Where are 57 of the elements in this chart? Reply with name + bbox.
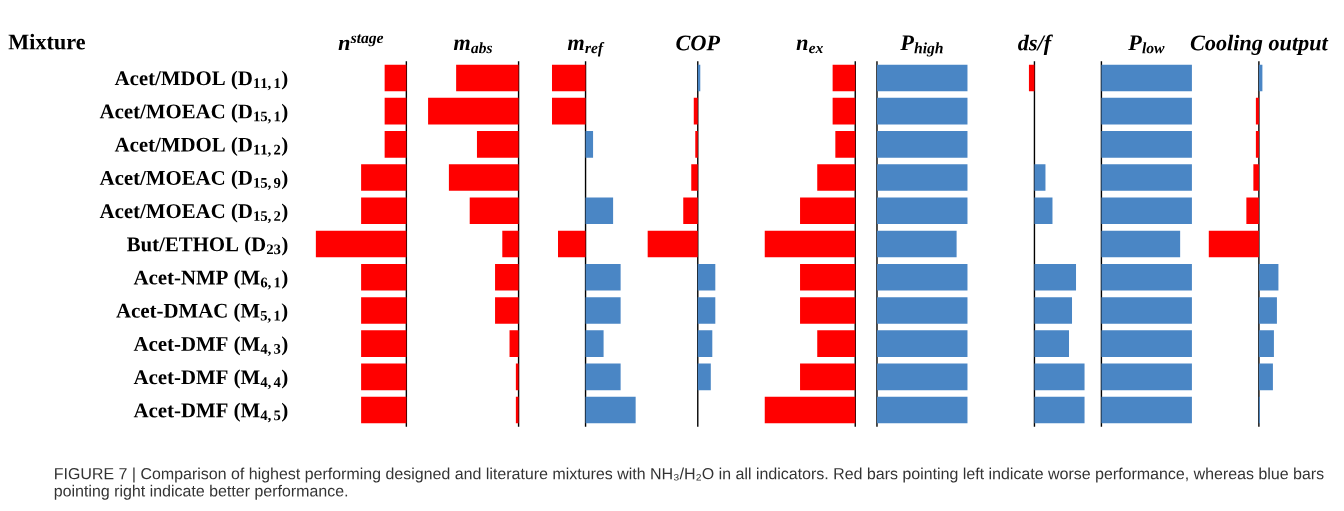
bar bbox=[1253, 164, 1259, 191]
y-tick-label: Acet-DMAC (M$_{5,1}$) bbox=[116, 303, 288, 323]
bar bbox=[1258, 263, 1279, 291]
bar bbox=[1258, 297, 1277, 324]
bar bbox=[585, 330, 604, 357]
chart-title: m$_{ref}$ bbox=[567, 39, 605, 57]
y-tick-label: Acet/MDOL (D$_{11,2}$) bbox=[114, 137, 288, 157]
bar bbox=[697, 330, 713, 357]
y-tick-label: Acet-NMP (M$_{6,1}$) bbox=[133, 269, 288, 290]
bar bbox=[1034, 297, 1073, 324]
bar bbox=[691, 164, 698, 191]
bar bbox=[693, 97, 698, 125]
bar bbox=[585, 197, 614, 225]
bar bbox=[1034, 263, 1077, 291]
bar bbox=[551, 64, 586, 92]
chart-title: COP bbox=[676, 35, 721, 51]
chart-title: n$^{stage}$ bbox=[338, 34, 384, 51]
chart-title: ds/f bbox=[1018, 34, 1053, 55]
chart-title: P$_{high}$ bbox=[900, 35, 943, 57]
y-tick-label: Acet/MOEAC (D$_{15,1}$) bbox=[99, 103, 288, 124]
y-tick-label: Acet/MDOL (D$_{11,1}$) bbox=[114, 70, 288, 91]
chart-title: n$_{ex}$ bbox=[796, 39, 823, 54]
bar bbox=[1034, 164, 1046, 191]
y-tick-label: Acet-DMF (M$_{4,3}$) bbox=[133, 336, 288, 356]
chart-title: Cooling output bbox=[1190, 34, 1329, 55]
bar bbox=[585, 131, 594, 158]
bar bbox=[1255, 131, 1259, 158]
chart-title: P$_{low}$ bbox=[1128, 35, 1165, 54]
chart-title: m$_{abs}$ bbox=[453, 39, 493, 54]
bar bbox=[585, 263, 621, 291]
bar bbox=[585, 297, 621, 324]
bar bbox=[683, 197, 698, 225]
bar bbox=[551, 97, 586, 125]
bar bbox=[697, 263, 716, 291]
bar bbox=[697, 297, 716, 324]
y-tick-label: Acet-DMF (M$_{4,4}$) bbox=[133, 369, 288, 390]
bar bbox=[585, 363, 621, 391]
bar bbox=[1208, 230, 1259, 258]
bar bbox=[558, 230, 586, 258]
y-tick-label: Acet-DMF (M$_{4,5}$) bbox=[133, 402, 288, 423]
bar bbox=[1034, 330, 1070, 357]
bar bbox=[695, 131, 698, 158]
text: Mixture bbox=[8, 33, 85, 50]
bar bbox=[1255, 97, 1259, 125]
bar bbox=[1258, 330, 1274, 357]
bar bbox=[1258, 363, 1273, 391]
bar bbox=[1034, 396, 1085, 424]
bar bbox=[697, 363, 711, 391]
y-tick-label: Acet/MOEAC (D$_{15,9}$) bbox=[99, 170, 288, 190]
caption: FIGURE 7 | Comparison of highest performing designed and literature mixtures with NH₃/H₂O in all indicators. Red bars pointing left indicate worse performance, whereas blue bars pointing right indicate better performance. bbox=[54, 467, 1324, 500]
y-tick-label: Acet/MOEAC (D$_{15,2}$) bbox=[99, 203, 288, 224]
bar bbox=[647, 230, 698, 258]
bar bbox=[1246, 197, 1259, 225]
y-tick-label: But/ETHOL (D$_{23}$) bbox=[127, 236, 288, 256]
bar bbox=[1034, 197, 1053, 225]
bar bbox=[585, 396, 636, 424]
bar bbox=[1034, 363, 1085, 391]
